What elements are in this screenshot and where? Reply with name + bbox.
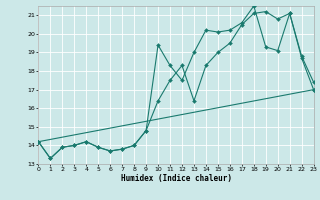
- X-axis label: Humidex (Indice chaleur): Humidex (Indice chaleur): [121, 174, 231, 183]
